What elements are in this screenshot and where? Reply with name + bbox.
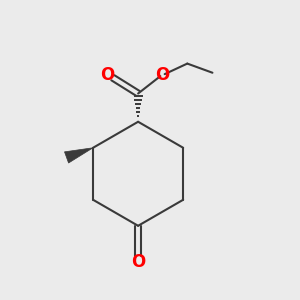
Text: O: O — [100, 66, 115, 84]
Text: O: O — [131, 253, 145, 271]
Polygon shape — [64, 148, 93, 163]
Text: O: O — [155, 66, 169, 84]
